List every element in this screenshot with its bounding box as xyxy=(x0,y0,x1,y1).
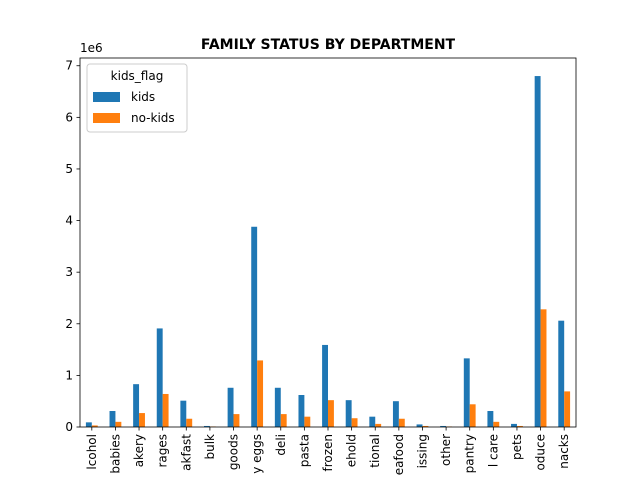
bar-no-kids-pets xyxy=(516,425,523,427)
x-tick-label: l care xyxy=(486,434,500,467)
bar-no-kids-akfast xyxy=(186,418,193,427)
bars-layer xyxy=(85,76,571,428)
x-tick-label: other xyxy=(439,434,453,466)
bar-kids-pasta xyxy=(298,395,305,427)
bar-kids-lcohol xyxy=(85,422,92,427)
bar-no-kids-babies xyxy=(115,421,122,427)
y-tick-label: 1 xyxy=(65,368,73,382)
y-tick-label: 4 xyxy=(65,214,73,228)
x-tick-label: ehold xyxy=(345,434,359,467)
bar-kids-tional xyxy=(369,416,376,427)
bar-kids-frozen xyxy=(322,344,328,427)
bar-kids-y-eggs xyxy=(251,226,258,427)
x-tick-label: rages xyxy=(156,434,170,468)
x-tick-label: goods xyxy=(227,434,241,470)
y-tick-label: 2 xyxy=(65,317,73,331)
bar-kids-bulk xyxy=(204,425,210,427)
bar-no-kids-lcohol xyxy=(91,425,98,427)
bar-no-kids-akery xyxy=(139,413,145,427)
y-tick-label: 7 xyxy=(65,59,73,73)
bar-kids-l-care xyxy=(487,411,494,427)
x-tick-label: pantry xyxy=(463,434,477,473)
bar-kids-issing xyxy=(416,424,423,427)
bar-no-kids-goods xyxy=(233,414,240,427)
y-tick-label: 0 xyxy=(65,420,73,434)
x-tick-label: eafood xyxy=(392,434,406,475)
bar-no-kids-oduce xyxy=(540,309,547,427)
bar-no-kids-y-eggs xyxy=(257,360,264,427)
plot-frame xyxy=(79,57,577,428)
bar-kids-akfast xyxy=(180,400,187,427)
bar-no-kids-rages xyxy=(162,393,169,427)
bar-kids-deli xyxy=(274,387,281,427)
axes-layer: 0 1 2 3 4 5 6 7 lcohol babies akery rages akfast bulk… xyxy=(65,57,577,475)
bar-no-kids-eafood xyxy=(398,418,405,427)
y-tick-label: 5 xyxy=(65,162,73,176)
bar-no-kids-pasta xyxy=(304,416,311,427)
x-tick-label: y eggs xyxy=(250,434,264,474)
bar-kids-rages xyxy=(156,328,163,427)
legend-label-no-kids: no-kids xyxy=(131,111,175,125)
x-tick-label: frozen xyxy=(321,434,335,472)
x-tick-label: oduce xyxy=(534,434,548,471)
legend: kids_flag kids no-kids xyxy=(86,63,188,133)
x-tick-label: lcohol xyxy=(85,434,99,470)
y-offset-text: 1e6 xyxy=(80,41,103,55)
y-tick-label: 6 xyxy=(65,110,73,124)
y-tick-label: 3 xyxy=(65,265,73,279)
bar-kids-pets xyxy=(511,423,517,427)
bar-no-kids-deli xyxy=(280,414,287,427)
bar-kids-oduce xyxy=(534,76,541,428)
legend-swatch-no-kids xyxy=(93,113,120,123)
bar-no-kids-issing xyxy=(422,425,429,427)
bar-kids-goods xyxy=(227,387,234,427)
bar-kids-akery xyxy=(133,384,140,427)
x-tick-label: issing xyxy=(415,434,429,468)
x-tick-label: nacks xyxy=(557,434,571,469)
bar-kids-eafood xyxy=(392,401,399,427)
x-tick-label: pasta xyxy=(297,434,311,467)
bar-no-kids-l-care xyxy=(493,421,500,427)
bar-no-kids-nacks xyxy=(564,391,571,427)
bar-no-kids-ehold xyxy=(351,418,358,427)
x-tick-label: deli xyxy=(274,434,288,456)
bar-kids-ehold xyxy=(345,400,352,427)
x-tick-label: akery xyxy=(132,434,146,467)
x-tick-label: bulk xyxy=(203,434,217,460)
bar-kids-pantry xyxy=(463,358,470,427)
bar-kids-nacks xyxy=(558,320,565,427)
chart-title: FAMILY STATUS BY DEPARTMENT xyxy=(201,37,456,53)
legend-swatch-kids xyxy=(93,92,120,102)
bar-no-kids-pantry xyxy=(469,404,476,427)
x-tick-label: pets xyxy=(510,434,524,460)
x-tick-label: tional xyxy=(368,434,382,468)
bar-no-kids-frozen xyxy=(328,400,334,427)
legend-label-kids: kids xyxy=(131,90,155,104)
bar-kids-other xyxy=(440,425,447,427)
x-tick-label: babies xyxy=(108,434,122,474)
bar-no-kids-tional xyxy=(375,423,382,427)
legend-title: kids_flag xyxy=(111,69,164,83)
x-tick-label: akfast xyxy=(179,434,193,471)
bar-kids-babies xyxy=(109,411,116,427)
